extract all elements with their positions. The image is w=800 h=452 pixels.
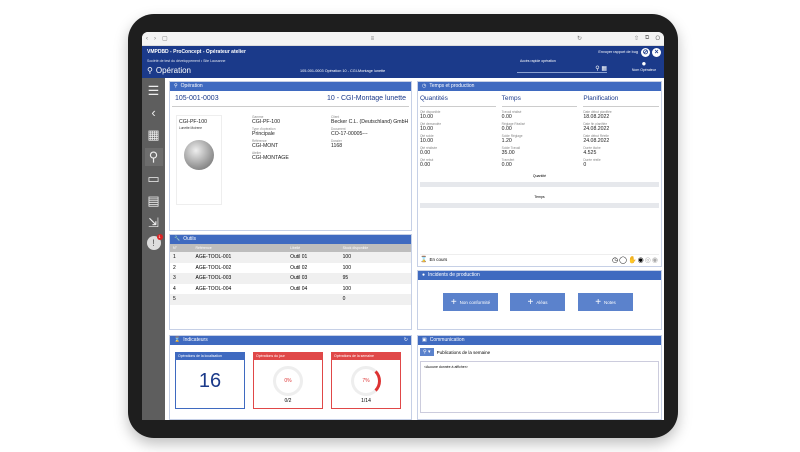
search-icon: ⚲ [174, 83, 178, 89]
search-icon[interactable]: ⚲ ▦ [595, 66, 607, 72]
panel-title: Opération [180, 83, 203, 89]
app-title: VMPDBD - ProConcept - Opérateur atelier [147, 49, 246, 55]
non-conformity-button[interactable]: + Non conformité [443, 293, 498, 311]
filter-label: Publications de la semaine [436, 349, 491, 355]
glove-icon[interactable]: ◯ [619, 256, 628, 264]
time-production-panel: ◷ Temps et production Quantités Qté dispo… [417, 81, 662, 267]
incidents-panel: ● Incidents de production + Non conformité… [417, 270, 662, 330]
search-icon: ⚲ [147, 66, 153, 75]
bug-report-link[interactable]: Envoyer rapport de bug [598, 50, 638, 54]
folder-icon[interactable]: ▭ [147, 171, 160, 186]
status-label: En cours [429, 257, 448, 262]
table-row[interactable]: 3 AGE-TOOL-003 Outil 03 95 [170, 273, 411, 284]
start-icon[interactable]: ◉ [637, 256, 645, 264]
search-nav-icon[interactable]: ⚲ [144, 148, 163, 166]
table-row[interactable]: 1 AGE-TOOL-001 Outil 01 100 [170, 252, 411, 263]
communication-panel: ▣ Communication ⚲ ▾ Publications de la se… [417, 335, 662, 420]
operation-name: 10 - CGI-Montage lunette [327, 95, 406, 102]
hourglass-icon: ⌛ [174, 337, 181, 343]
hand-icon[interactable]: ✋ [627, 256, 638, 264]
notes-button[interactable]: + Notes [578, 293, 633, 311]
table-row[interactable]: 4 AGE-TOOL-004 Outil 04 100 [173, 285, 351, 292]
sidebar-toggle-icon[interactable]: ▢ [162, 36, 168, 42]
forward-icon[interactable]: › [154, 35, 156, 42]
back-icon[interactable]: ‹ [146, 35, 148, 42]
user-menu[interactable]: ● Nom Opérateur [632, 59, 656, 72]
filter-dropdown[interactable]: ⚲ ▾ [420, 348, 434, 356]
tools-panel: 🔧 Outils N° Référence Libellé Stock disponib… [169, 234, 412, 330]
operation-panel: ⚲ Opération 105-001-0003 10 - CGI-Montage… [169, 81, 412, 231]
quantity-progress-bar [420, 182, 659, 187]
time-bar-label: Temps [534, 195, 545, 199]
user-name: Nom Opérateur [631, 68, 656, 72]
screen: ‹ › ▢ ≡ ↻ ⇧ ⧉ O VMPDBD - ProConcept - Op… [142, 32, 664, 420]
tabs-icon[interactable]: ⧉ [645, 35, 650, 41]
share-icon[interactable]: ⇧ [634, 36, 640, 42]
menu-icon[interactable]: ☰ [147, 83, 160, 98]
stop-icon[interactable]: ◉ [651, 256, 659, 264]
user-icon: ● [641, 59, 647, 68]
browser-toolbar: ‹ › ▢ ≡ ↻ ⇧ ⧉ O [142, 32, 664, 46]
calendar-icon[interactable]: ▦ [147, 127, 160, 142]
sidebar: ☰ ‹ ▦ ⚲ ▭ ▤ ⇲ ! 1 [142, 78, 165, 420]
kpi-card-location: Opérations de la localisation 16 [175, 352, 245, 409]
quantity-bar-label: Quantité [532, 174, 547, 178]
order-number: 105-001-0003 [175, 95, 219, 102]
hazard-button[interactable]: + Aléas [510, 293, 565, 311]
quick-access-label: Accès rapide opération [520, 59, 556, 63]
document-icon[interactable]: ▤ [147, 193, 160, 208]
hourglass-icon: ⌛ [420, 257, 428, 263]
alert-icon: ● [422, 272, 426, 278]
table-row[interactable]: 2 AGE-TOOL-002 Outil 02 100 [173, 264, 351, 271]
publications-list: <Aucune donnée à afficher> [420, 361, 659, 413]
pause-icon[interactable]: ◎ [644, 256, 652, 264]
refresh-icon[interactable]: ↻ [403, 337, 408, 343]
product-image [184, 140, 214, 170]
kpi-card-day: Opérations du jour 0% 0/2 [253, 352, 323, 409]
close-icon[interactable]: × [652, 48, 661, 57]
article-code: CGI-PF-100 [179, 119, 207, 125]
alert-icon[interactable]: ! 1 [146, 234, 163, 250]
alert-badge: 1 [156, 234, 163, 240]
clock-action-icon[interactable]: ◷ [612, 256, 620, 264]
settings-icon[interactable]: ⊘ [641, 48, 650, 57]
wrench-icon: 🔧 [174, 236, 181, 242]
time-progress-bar [420, 203, 659, 208]
reader-icon[interactable]: ≡ [370, 35, 375, 42]
indicators-panel: ⌛ Indicateurs ↻ Opérations de la localisat… [169, 335, 412, 420]
chat-icon: ▣ [422, 337, 427, 343]
extension-icon[interactable]: O [655, 35, 660, 42]
page-title: Opération [155, 66, 191, 75]
reload-icon[interactable]: ↻ [576, 36, 582, 42]
operation-context: 105-001-0003 Opération 10 - CGI-Montage … [300, 69, 386, 73]
clock-icon: ◷ [422, 83, 427, 89]
quick-access-input[interactable]: ⚲ ▦ [517, 65, 607, 73]
company-breadcrumb: Société de test du développement • Site … [147, 59, 226, 63]
back-nav-icon[interactable]: ‹ [151, 105, 156, 120]
app-header: VMPDBD - ProConcept - Opérateur atelier … [142, 46, 664, 78]
kpi-card-week: Opérations de la semaine 7% 1/14 [331, 352, 401, 409]
tools-table: N° Référence Libellé Stock disponible 1 AGE-… [170, 244, 411, 305]
export-icon[interactable]: ⇲ [148, 215, 159, 230]
article-desc: Lunette Moirene [179, 126, 203, 130]
